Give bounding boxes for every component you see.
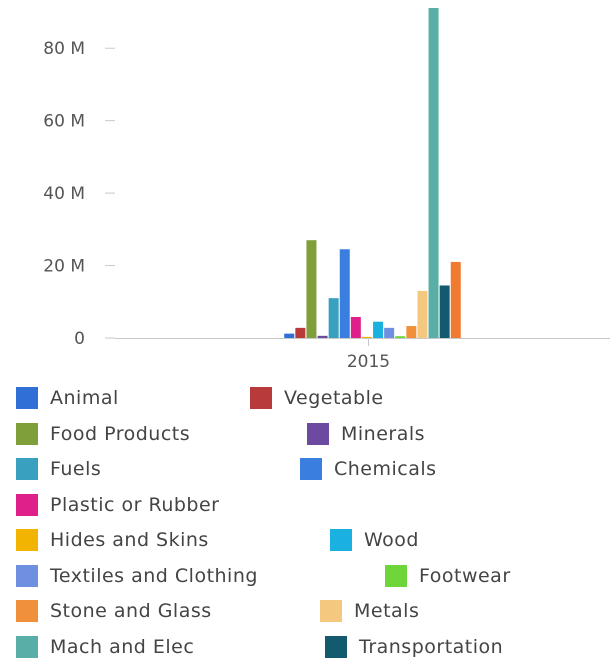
legend-row: Food Products Minerals xyxy=(0,416,610,452)
legend-label: Food Products xyxy=(50,422,191,445)
bar-fuels[interactable] xyxy=(328,298,339,338)
legend-swatch xyxy=(16,529,38,551)
x-tick-label: 2015 xyxy=(347,352,390,372)
legend-row: Mach and Elec Transportation xyxy=(0,629,610,665)
legend-swatch xyxy=(300,458,322,480)
legend-swatch xyxy=(250,387,272,409)
legend-item-plastic-or-rubber[interactable]: Plastic or Rubber xyxy=(16,487,219,523)
legend-item-metals[interactable]: Metals xyxy=(320,593,419,629)
bar-hides-and-skins[interactable] xyxy=(361,336,372,338)
legend-item-animal[interactable]: Animal xyxy=(16,380,119,416)
bar-textiles-and-clothing[interactable] xyxy=(384,327,395,338)
legend-label: Plastic or Rubber xyxy=(50,493,220,516)
legend-item-textiles-and-clothing[interactable]: Textiles and Clothing xyxy=(16,558,258,594)
legend-item-hides-and-skins[interactable]: Hides and Skins xyxy=(16,522,209,558)
legend-item-footwear[interactable]: Footwear xyxy=(385,558,511,594)
bar-wood[interactable] xyxy=(373,321,384,338)
legend-swatch xyxy=(16,493,38,516)
bar-minerals[interactable] xyxy=(317,335,328,338)
legend-item-fuels[interactable]: Fuels xyxy=(16,451,101,487)
legend-label: Vegetable xyxy=(284,387,384,409)
legend-label: Metals xyxy=(354,600,420,622)
bar-chemicals[interactable] xyxy=(339,249,350,338)
legend-row: Hides and Skins Wood xyxy=(0,522,610,558)
legend-item-chemicals[interactable]: Chemicals xyxy=(300,451,437,487)
bars-group xyxy=(284,8,461,338)
legend-item-stone-and-glass[interactable]: Stone and Glass xyxy=(16,593,212,629)
legend-swatch xyxy=(16,387,38,409)
y-tick-label: 60 M xyxy=(43,112,85,132)
legend-swatch xyxy=(320,600,342,622)
bar-footwear[interactable] xyxy=(395,336,406,338)
legend-label: Stone and Glass xyxy=(50,600,212,622)
legend-label: Fuels xyxy=(50,458,102,480)
legend-swatch xyxy=(16,422,38,445)
legend-item-mach-and-elec[interactable]: Mach and Elec xyxy=(16,629,194,665)
legend-label: Textiles and Clothing xyxy=(50,564,258,587)
bar-plastic-or-rubber[interactable] xyxy=(350,316,361,338)
y-axis: 0 20 M 40 M 60 M 80 M xyxy=(43,39,115,349)
legend-swatch xyxy=(330,529,352,551)
legend-row: Fuels Chemicals xyxy=(0,451,610,487)
bar-chart: 0 20 M 40 M 60 M 80 M 2015 xyxy=(43,8,610,372)
legend-item-vegetable[interactable]: Vegetable xyxy=(250,380,384,416)
legend-item-food-products[interactable]: Food Products xyxy=(16,416,190,452)
legend-swatch xyxy=(16,635,38,658)
legend-item-minerals[interactable]: Minerals xyxy=(307,416,425,452)
legend-label: Chemicals xyxy=(334,458,437,480)
legend-label: Transportation xyxy=(359,635,504,658)
legend-swatch xyxy=(385,564,407,587)
legend-item-transportation[interactable]: Transportation xyxy=(325,629,503,665)
y-tick-label: 0 xyxy=(74,329,85,349)
legend-item-wood[interactable]: Wood xyxy=(330,522,419,558)
bar-metals[interactable] xyxy=(417,290,428,338)
legend-label: Footwear xyxy=(419,564,511,587)
legend-label: Hides and Skins xyxy=(50,529,209,551)
bar-animal[interactable] xyxy=(284,333,295,338)
legend-row: Animal Vegetable xyxy=(0,380,610,416)
legend-row: Plastic or Rubber xyxy=(0,487,610,523)
bar-transportation[interactable] xyxy=(439,285,450,338)
legend-swatch xyxy=(16,600,38,622)
legend-row: Stone and Glass Metals xyxy=(0,593,610,629)
legend-label: Minerals xyxy=(341,422,426,445)
y-tick-label: 20 M xyxy=(43,257,85,277)
bar-food-products[interactable] xyxy=(306,240,317,338)
legend-swatch xyxy=(16,564,38,587)
legend-swatch xyxy=(307,422,329,445)
y-tick-label: 80 M xyxy=(43,39,85,59)
bar-mach-and-elec[interactable] xyxy=(428,8,439,338)
y-tick-label: 40 M xyxy=(43,184,85,204)
bar-vegetable[interactable] xyxy=(295,327,306,338)
bar-miscellaneous[interactable] xyxy=(450,261,461,338)
x-axis: 2015 xyxy=(115,338,610,372)
bar-stone-and-glass[interactable] xyxy=(406,326,417,338)
legend-swatch xyxy=(325,635,347,658)
legend-label: Mach and Elec xyxy=(50,635,195,658)
legend-row: Textiles and Clothing Footwear xyxy=(0,558,610,594)
legend-label: Animal xyxy=(50,387,119,409)
legend-swatch xyxy=(16,458,38,480)
legend-label: Wood xyxy=(364,529,419,551)
